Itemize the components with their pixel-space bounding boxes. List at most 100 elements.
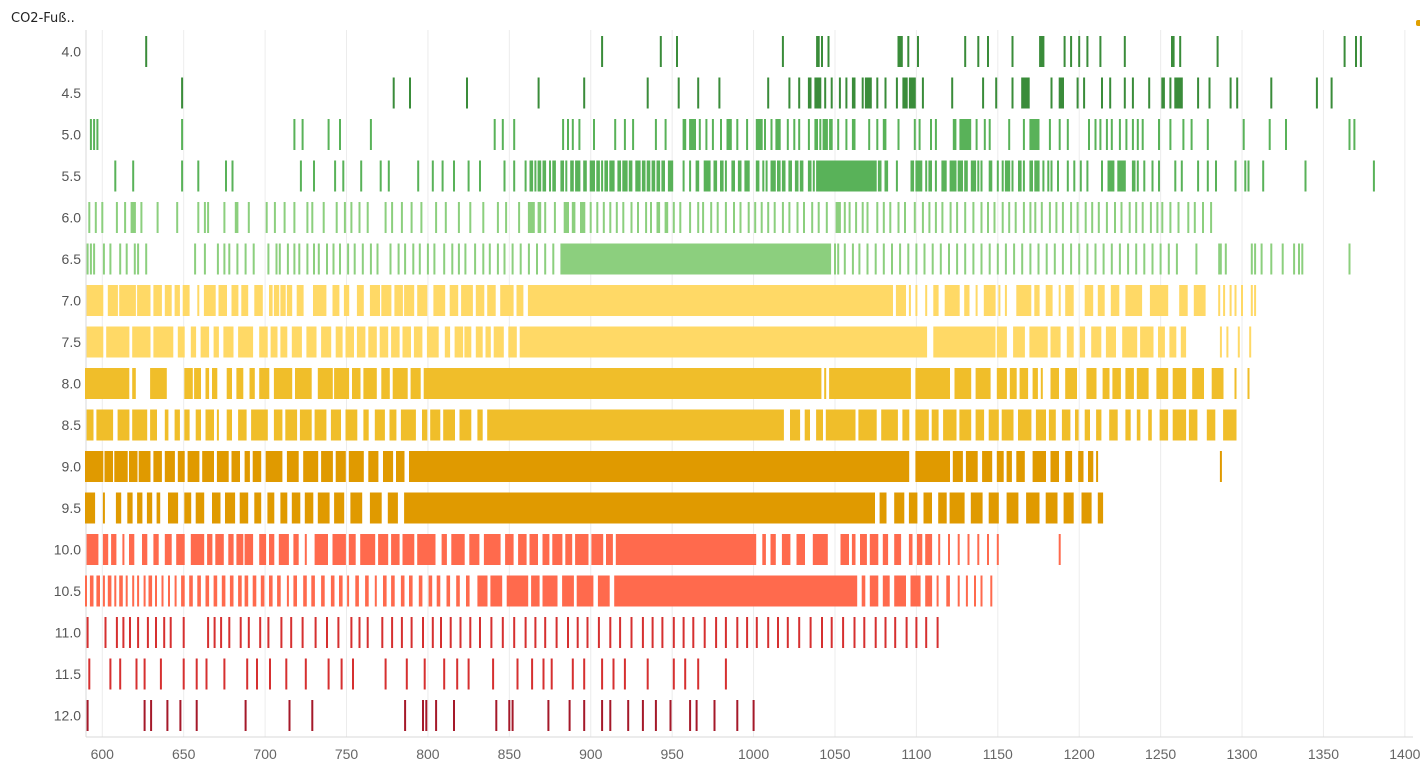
barcode-mark[interactable] [505,202,508,233]
barcode-mark[interactable] [1004,243,1007,275]
barcode-mark[interactable] [1187,202,1190,233]
barcode-mark[interactable] [259,368,270,399]
barcode-mark[interactable] [1234,285,1237,316]
barcode-mark[interactable] [340,658,343,690]
barcode-mark[interactable] [578,119,581,150]
barcode-mark[interactable] [1048,409,1056,441]
barcode-mark[interactable] [86,285,104,316]
barcode-mark[interactable] [562,575,574,607]
barcode-mark[interactable] [146,617,149,648]
barcode-mark[interactable] [1123,36,1126,67]
barcode-mark[interactable] [278,243,281,275]
barcode-mark[interactable] [1174,160,1177,192]
barcode-mark[interactable] [664,202,669,233]
barcode-mark[interactable] [876,119,879,150]
barcode-mark[interactable] [492,658,495,690]
barcode-mark[interactable] [764,119,766,150]
barcode-mark[interactable] [1244,160,1247,192]
barcode-mark[interactable] [1190,119,1193,150]
barcode-mark[interactable] [334,368,350,399]
barcode-mark[interactable] [1254,243,1257,275]
barcode-mark[interactable] [417,160,420,192]
barcode-mark[interactable] [746,617,749,648]
barcode-mark[interactable] [238,575,242,607]
barcode-mark[interactable] [796,202,799,233]
barcode-mark[interactable] [1175,243,1178,275]
barcode-mark[interactable] [980,202,983,233]
barcode-mark[interactable] [1131,160,1136,192]
barcode-mark[interactable] [733,202,735,233]
barcode-mark[interactable] [869,575,879,607]
barcode-mark[interactable] [781,160,786,192]
barcode-mark[interactable] [129,617,131,648]
barcode-mark[interactable] [1224,243,1227,275]
barcode-mark[interactable] [949,202,952,233]
barcode-mark[interactable] [609,617,612,648]
barcode-mark[interactable] [602,202,605,233]
barcode-mark[interactable] [524,160,527,192]
barcode-mark[interactable] [400,575,405,607]
barcode-mark[interactable] [575,160,581,192]
barcode-mark[interactable] [404,243,407,275]
barcode-mark[interactable] [1229,285,1232,316]
barcode-mark[interactable] [824,368,827,399]
barcode-mark[interactable] [285,658,288,690]
barcode-mark[interactable] [622,202,625,233]
barcode-mark[interactable] [306,202,309,233]
barcode-mark[interactable] [609,160,615,192]
barcode-mark[interactable] [190,326,197,358]
barcode-mark[interactable] [672,617,675,648]
barcode-mark[interactable] [524,617,527,648]
barcode-mark[interactable] [293,575,297,607]
barcode-mark[interactable] [392,368,408,399]
barcode-mark[interactable] [397,243,400,275]
barcode-mark[interactable] [869,534,879,565]
barcode-mark[interactable] [1065,368,1077,399]
barcode-mark[interactable] [291,326,302,358]
barcode-mark[interactable] [913,119,916,150]
barcode-mark[interactable] [189,575,193,607]
barcode-mark[interactable] [726,119,732,150]
barcode-mark[interactable] [143,575,146,607]
barcode-mark[interactable] [277,575,281,607]
barcode-mark[interactable] [884,77,887,109]
barcode-mark[interactable] [1063,36,1066,67]
barcode-mark[interactable] [119,575,123,607]
barcode-mark[interactable] [138,451,151,482]
barcode-mark[interactable] [1048,119,1051,150]
barcode-mark[interactable] [259,534,267,565]
barcode-mark[interactable] [487,285,496,316]
barcode-mark[interactable] [231,451,241,482]
barcode-mark[interactable] [1236,77,1239,109]
barcode-mark[interactable] [365,575,369,607]
barcode-mark[interactable] [133,243,136,275]
barcode-mark[interactable] [457,202,460,233]
barcode-mark[interactable] [290,617,293,648]
barcode-mark[interactable] [1058,119,1061,150]
barcode-mark[interactable] [1172,409,1187,441]
barcode-mark[interactable] [251,409,268,441]
barcode-mark[interactable] [181,575,185,607]
barcode-mark[interactable] [1110,285,1120,316]
barcode-mark[interactable] [239,617,242,648]
barcode-mark[interactable] [236,243,239,275]
barcode-mark[interactable] [957,575,960,607]
barcode-mark[interactable] [529,160,534,192]
barcode-mark[interactable] [241,285,249,316]
barcode-mark[interactable] [552,243,555,275]
barcode-mark[interactable] [641,700,644,731]
barcode-mark[interactable] [1159,409,1169,441]
barcode-mark[interactable] [327,658,330,690]
barcode-mark[interactable] [254,285,263,316]
barcode-mark[interactable] [444,326,451,358]
barcode-mark[interactable] [459,409,472,441]
barcode-mark[interactable] [299,160,302,192]
barcode-mark[interactable] [755,160,760,192]
barcode-mark[interactable] [705,119,708,150]
barcode-mark[interactable] [1109,77,1112,109]
barcode-mark[interactable] [1143,160,1146,192]
barcode-mark[interactable] [168,492,179,524]
barcode-mark[interactable] [286,451,299,482]
barcode-mark[interactable] [513,160,516,192]
barcode-mark[interactable] [702,202,705,233]
